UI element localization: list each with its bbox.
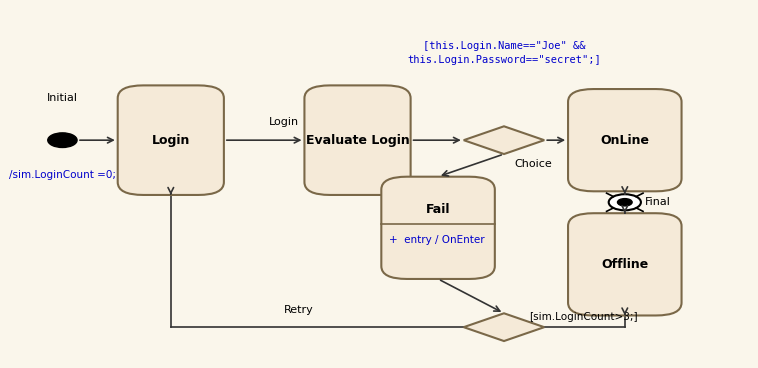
FancyBboxPatch shape — [305, 85, 411, 195]
Text: Evaluate Login: Evaluate Login — [305, 134, 409, 147]
Text: Choice: Choice — [515, 159, 552, 169]
Polygon shape — [464, 313, 544, 341]
Polygon shape — [464, 126, 544, 154]
Text: [this.Login.Name=="Joe" &&
this.Login.Password=="secret";]: [this.Login.Name=="Joe" && this.Login.Pa… — [407, 40, 601, 64]
Circle shape — [48, 133, 77, 148]
Text: OnLine: OnLine — [600, 134, 650, 147]
Text: Fail: Fail — [426, 203, 450, 216]
Text: Login: Login — [152, 134, 190, 147]
Text: Offline: Offline — [601, 258, 648, 271]
Circle shape — [609, 194, 641, 210]
FancyBboxPatch shape — [117, 85, 224, 195]
Text: Final: Final — [645, 197, 671, 207]
Text: +  entry / OnEnter: + entry / OnEnter — [389, 235, 484, 245]
Text: Retry: Retry — [284, 305, 314, 315]
Text: Initial: Initial — [47, 93, 78, 103]
FancyBboxPatch shape — [568, 213, 681, 315]
Text: [sim.LoginCount>3;]: [sim.LoginCount>3;] — [530, 312, 638, 322]
FancyBboxPatch shape — [381, 177, 495, 279]
Text: Login: Login — [269, 117, 299, 127]
FancyBboxPatch shape — [568, 89, 681, 191]
Text: /sim.LoginCount =0;: /sim.LoginCount =0; — [9, 170, 116, 180]
Circle shape — [618, 199, 632, 206]
